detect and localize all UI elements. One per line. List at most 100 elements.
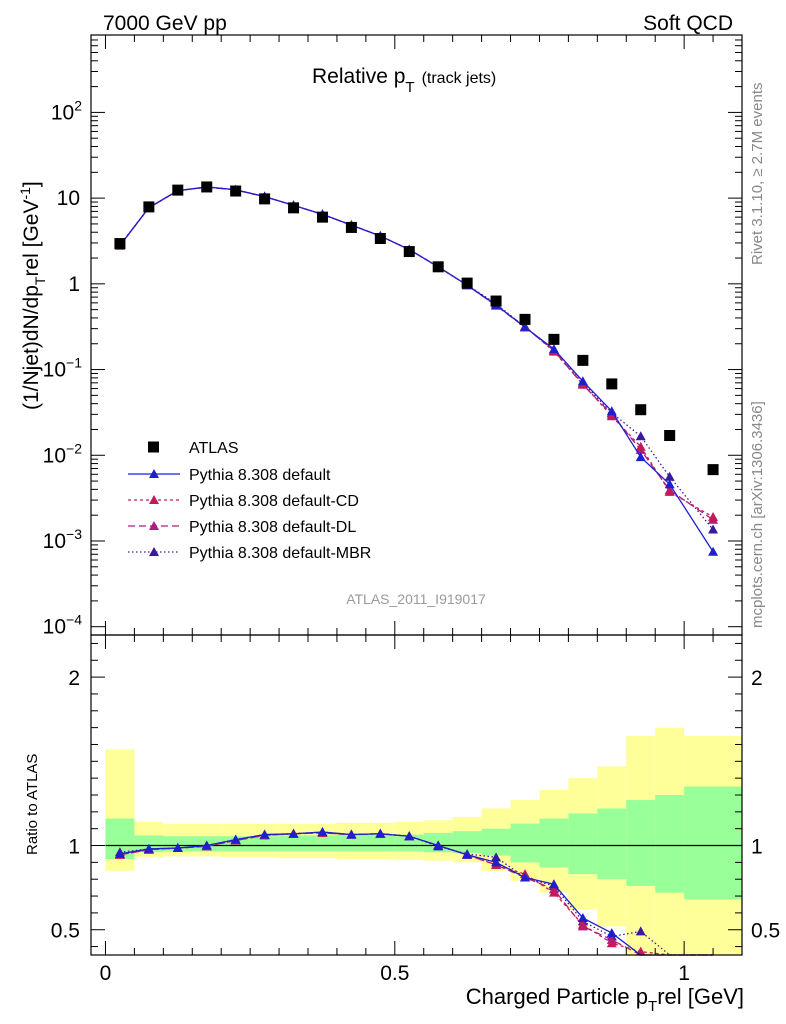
series-marker-ratio: [317, 827, 328, 837]
series-marker-ratio: [172, 843, 183, 853]
mcplots-label: mcplots.cern.ch [arXiv:1306.3436]: [749, 401, 766, 628]
series-marker-main: [708, 546, 719, 556]
main-ylabel: (1/Njet)dN/dpTrel [GeV-1]: [17, 181, 48, 410]
atlas-data-point: [230, 185, 242, 197]
band-inner-bin: [481, 828, 511, 856]
x-tick-label: 0.5: [380, 962, 409, 985]
atlas-data-point: [664, 430, 676, 442]
main-y-tick-base: 10: [43, 359, 66, 382]
main-y-tick-exp: −2: [66, 440, 82, 456]
main-y-tick-exp: −3: [66, 526, 82, 542]
atlas-data-point: [548, 333, 560, 345]
series-marker-ratio: [577, 912, 588, 922]
ratio-y-tick-label-left: 1: [68, 836, 80, 859]
series-marker-main: [577, 376, 588, 386]
plot-title-main: Relative p: [312, 65, 405, 88]
series-marker-ratio: [606, 938, 617, 948]
atlas-data-point: [259, 193, 271, 205]
band-inner-bin: [510, 823, 540, 863]
legend-series-marker: [149, 521, 159, 530]
series-marker-ratio: [230, 834, 241, 844]
x-axis-label-rel: rel [GeV]: [657, 984, 744, 1009]
series-marker-ratio: [635, 926, 646, 936]
series-marker-main: [708, 512, 719, 522]
ratio-series-layer: [114, 827, 714, 956]
series-marker-main: [664, 479, 675, 489]
atlas-data-point: [577, 354, 589, 366]
series-marker-main: [606, 406, 617, 416]
x-axis-label: Charged Particle pTrel [GeV]: [466, 984, 744, 1015]
atlas-data-point: [635, 404, 647, 416]
main-y-tick-label: 10: [57, 187, 80, 210]
plot-title: Relative pT (track jets): [312, 65, 496, 96]
main-ylabel-rel: rel [GeV: [20, 200, 43, 277]
series-marker-ratio: [433, 840, 444, 850]
ratio-y-tick-label-left: 0.5: [51, 920, 80, 943]
x-tick-label: 1: [678, 962, 690, 985]
main-ylabel-text: (1/Njet)dN/dp: [20, 285, 43, 410]
legend-atlas-label: ATLAS: [189, 440, 239, 457]
band-inner-bin: [336, 834, 395, 852]
legend-series-label: Pythia 8.308 default-MBR: [189, 545, 371, 562]
atlas-data-point: [201, 181, 213, 193]
main-y-tick-exp: −1: [66, 355, 82, 371]
atlas-data-point: [143, 201, 155, 213]
main-y-tick-label: 10−3: [43, 526, 83, 553]
series-marker-main: [635, 431, 646, 441]
atlas-data-point: [490, 295, 502, 307]
main-y-tick-label: 10−1: [43, 355, 83, 382]
uncertainty-band-inner: [105, 786, 742, 900]
ratio-y-tick-label-right: 1: [751, 836, 763, 859]
main-y-tick-base: 10: [51, 101, 74, 124]
header-process: Soft QCD: [643, 12, 733, 35]
ratio-y-tick-label-right: 0.5: [751, 920, 780, 943]
atlas-data-point: [403, 246, 415, 258]
series-marker-ratio: [577, 919, 588, 929]
ratio-ylabel: Ratio to ATLAS: [24, 754, 41, 855]
atlas-data-point: [288, 202, 300, 214]
atlas-data-point: [432, 261, 444, 273]
main-y-tick-base: 10: [43, 616, 66, 639]
main-y-tick-exp: −4: [66, 612, 82, 628]
band-inner-bin: [626, 800, 656, 886]
series-marker-ratio: [143, 843, 154, 853]
atlas-data-point: [461, 277, 473, 289]
series-marker-main: [606, 411, 617, 421]
ratio-ticks: 0.5 0.5 1 1 2 2 0 0.5 1: [51, 635, 780, 985]
series-marker-main: [635, 441, 646, 451]
atlas-data-point: [519, 313, 531, 325]
plot-title-tail: (track jets): [422, 70, 497, 87]
series-marker-ratio: [548, 879, 559, 889]
x-tick-label: 0: [100, 962, 112, 985]
legend-series-marker: [149, 469, 159, 478]
band-inner-bin: [655, 795, 685, 893]
main-y-tick-label: 10−2: [43, 440, 83, 467]
atlas-data-point: [172, 184, 184, 196]
series-marker-main: [664, 486, 675, 496]
main-y-tick-exp: 2: [74, 97, 82, 113]
atlas-data-point: [345, 221, 357, 233]
series-marker-main: [548, 344, 559, 354]
band-inner-bin: [568, 813, 598, 875]
legend-atlas-marker: [148, 441, 159, 453]
rivet-label: Rivet 3.1.10, ≥ 2.7M events: [749, 83, 766, 266]
series-marker-ratio: [520, 872, 530, 882]
analysis-watermark: ATLAS_2011_I919017: [346, 591, 486, 607]
atlas-data-point: [606, 378, 618, 390]
series-marker-ratio: [491, 852, 502, 862]
x-axis-label-text: Charged Particle p: [466, 984, 648, 1009]
band-inner-bin: [452, 831, 482, 854]
band-inner-bin: [597, 808, 627, 880]
legend-series-marker: [149, 495, 159, 504]
band-inner-bin: [684, 786, 742, 900]
plot-title-sub: T: [405, 79, 414, 96]
atlas-data-point: [374, 233, 386, 245]
series-marker-main: [520, 322, 530, 332]
main-y-tick-base: 10: [43, 530, 66, 553]
series-marker-main: [635, 452, 646, 462]
series-marker-main: [708, 524, 719, 534]
x-axis-label-sub: T: [648, 998, 657, 1015]
